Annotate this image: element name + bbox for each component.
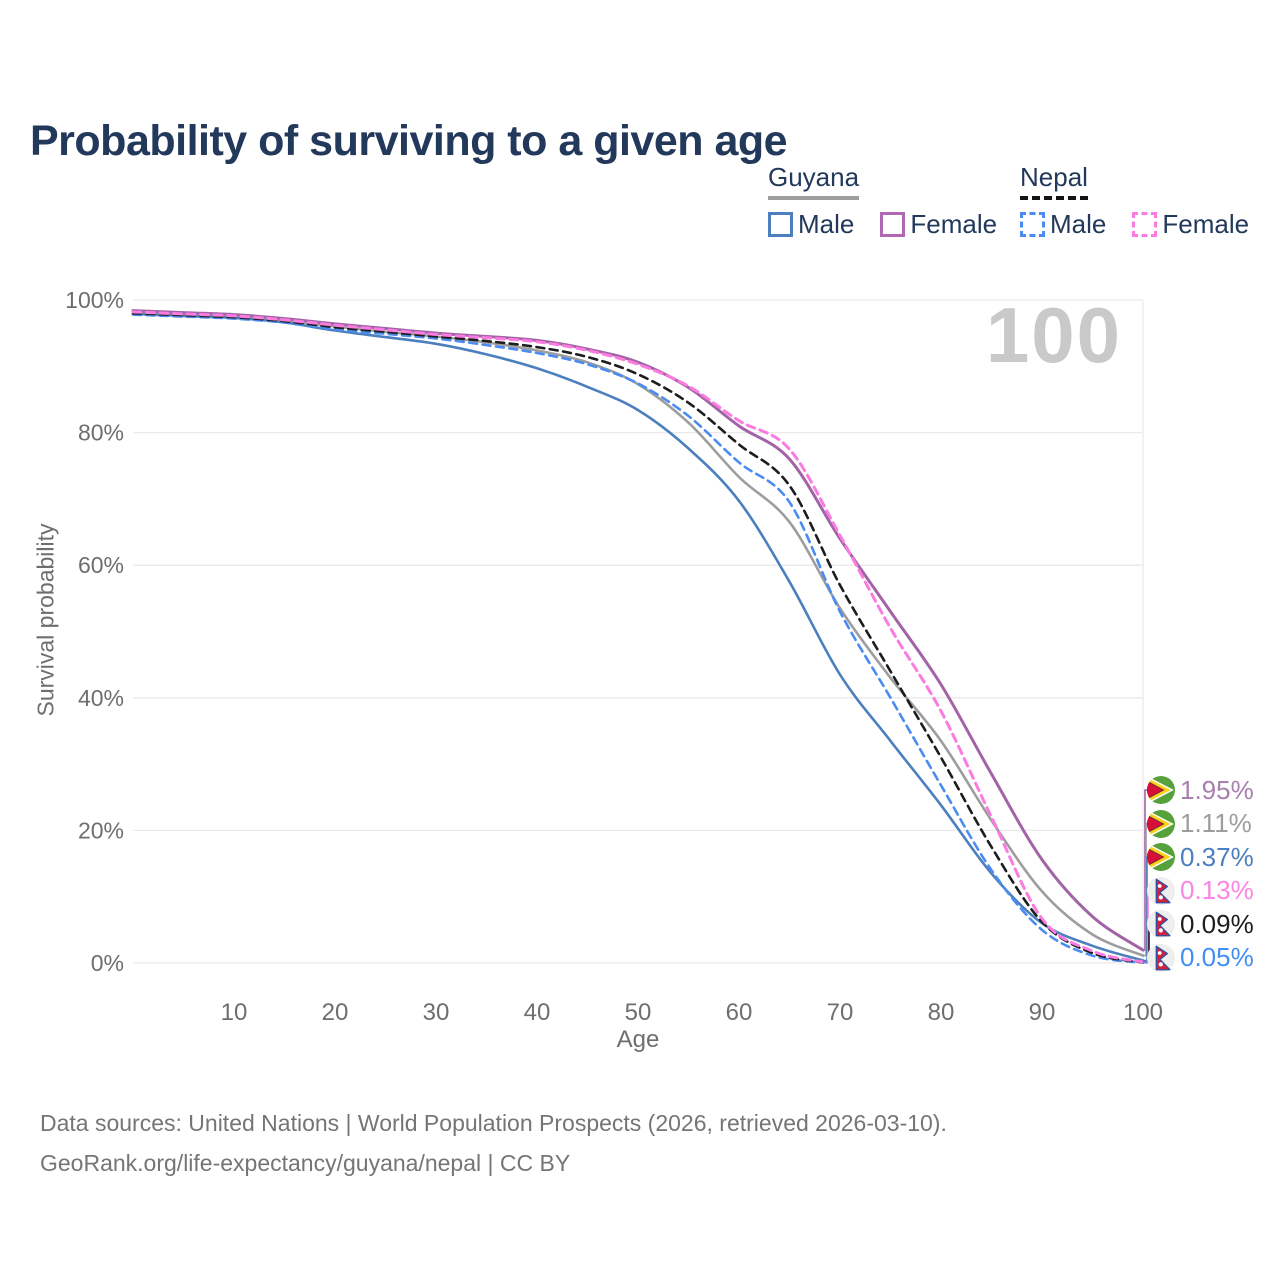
end-label-value: 1.95% bbox=[1180, 774, 1254, 805]
nepal-flag-icon bbox=[1146, 943, 1176, 973]
end-label-nepal-female: 0.13% bbox=[1146, 874, 1254, 908]
footer: Data sources: United Nations | World Pop… bbox=[40, 1103, 947, 1184]
nepal-male-swatch-icon bbox=[1020, 211, 1045, 237]
guyana-male-swatch-icon bbox=[768, 211, 793, 237]
age-watermark: 100 bbox=[985, 291, 1122, 379]
end-label-guyana-male: 0.37% bbox=[1146, 840, 1254, 874]
end-label-value: 1.11% bbox=[1180, 808, 1252, 839]
x-tick-label: 10 bbox=[221, 999, 248, 1026]
legend-item-label: Female bbox=[1162, 208, 1250, 239]
legend-item-label: Female bbox=[910, 208, 998, 239]
guyana-flag-icon bbox=[1146, 775, 1176, 805]
curve-nepal-both bbox=[131, 312, 1145, 964]
end-label-value: 0.37% bbox=[1180, 841, 1254, 872]
end-label-value: 0.13% bbox=[1180, 875, 1254, 906]
legend-items-nepal: Male Female bbox=[1020, 209, 1249, 240]
nepal-flag-icon bbox=[1146, 909, 1176, 939]
y-tick-label: 0% bbox=[91, 950, 124, 976]
y-tick-label: 80% bbox=[78, 420, 124, 446]
x-tick-label: 100 bbox=[1123, 999, 1163, 1026]
nepal-female-swatch-icon bbox=[1132, 211, 1158, 237]
curve-guyana-female bbox=[131, 309, 1145, 952]
end-label-guyana-female: 1.95% bbox=[1146, 773, 1254, 807]
curve-nepal-female bbox=[131, 310, 1145, 964]
x-tick-label: 40 bbox=[524, 999, 551, 1026]
legend-items-guyana: Male Female bbox=[768, 209, 997, 240]
curve-guyana-male bbox=[131, 312, 1145, 962]
legend-group-nepal: Nepal Male Female bbox=[1020, 162, 1249, 240]
legend-item-guyana-female: Female bbox=[880, 209, 997, 240]
x-axis-title: Age bbox=[616, 1026, 660, 1053]
x-tick-label: 50 bbox=[625, 999, 652, 1026]
guyana-flag-icon bbox=[1146, 842, 1176, 872]
x-tick-label: 20 bbox=[322, 999, 349, 1026]
legend-item-label: Male bbox=[1050, 208, 1107, 239]
x-tick-label: 30 bbox=[423, 999, 450, 1026]
legend-group-guyana: Guyana Male Female bbox=[768, 162, 997, 240]
legend-group-guyana-label: Guyana bbox=[768, 162, 860, 200]
x-tick-label: 80 bbox=[928, 999, 955, 1026]
end-label-nepal-both: 0.09% bbox=[1146, 907, 1254, 941]
x-tick-label: 90 bbox=[1029, 999, 1056, 1026]
x-tick-label: 60 bbox=[726, 999, 753, 1026]
guyana-flag-icon bbox=[1146, 809, 1176, 839]
curve-nepal-male bbox=[131, 313, 1145, 964]
footer-attribution-line: GeoRank.org/life-expectancy/guyana/nepal… bbox=[40, 1150, 571, 1177]
footer-sources-line: Data sources: United Nations | World Pop… bbox=[40, 1110, 947, 1136]
end-label-guyana-both: 1.11% bbox=[1146, 807, 1252, 841]
x-tick-label: 70 bbox=[827, 999, 854, 1026]
end-label-value: 0.05% bbox=[1180, 942, 1254, 973]
end-label-value: 0.09% bbox=[1180, 908, 1254, 939]
y-tick-label: 20% bbox=[78, 817, 124, 843]
y-tick-label: 40% bbox=[78, 685, 124, 711]
guyana-female-swatch-icon bbox=[880, 211, 906, 237]
y-axis-title: Survival probability bbox=[32, 523, 59, 717]
legend-group-nepal-label: Nepal bbox=[1020, 162, 1088, 200]
legend-item-label: Male bbox=[798, 208, 855, 239]
nepal-flag-icon bbox=[1146, 876, 1176, 906]
y-tick-label: 60% bbox=[78, 552, 124, 578]
y-tick-label: 100% bbox=[65, 287, 124, 313]
page-title: Probability of surviving to a given age bbox=[30, 116, 788, 165]
end-label-nepal-male: 0.05% bbox=[1146, 941, 1254, 975]
legend-item-nepal-male: Male bbox=[1020, 209, 1106, 240]
legend-item-nepal-female: Female bbox=[1132, 209, 1249, 240]
legend-item-guyana-male: Male bbox=[768, 209, 854, 240]
